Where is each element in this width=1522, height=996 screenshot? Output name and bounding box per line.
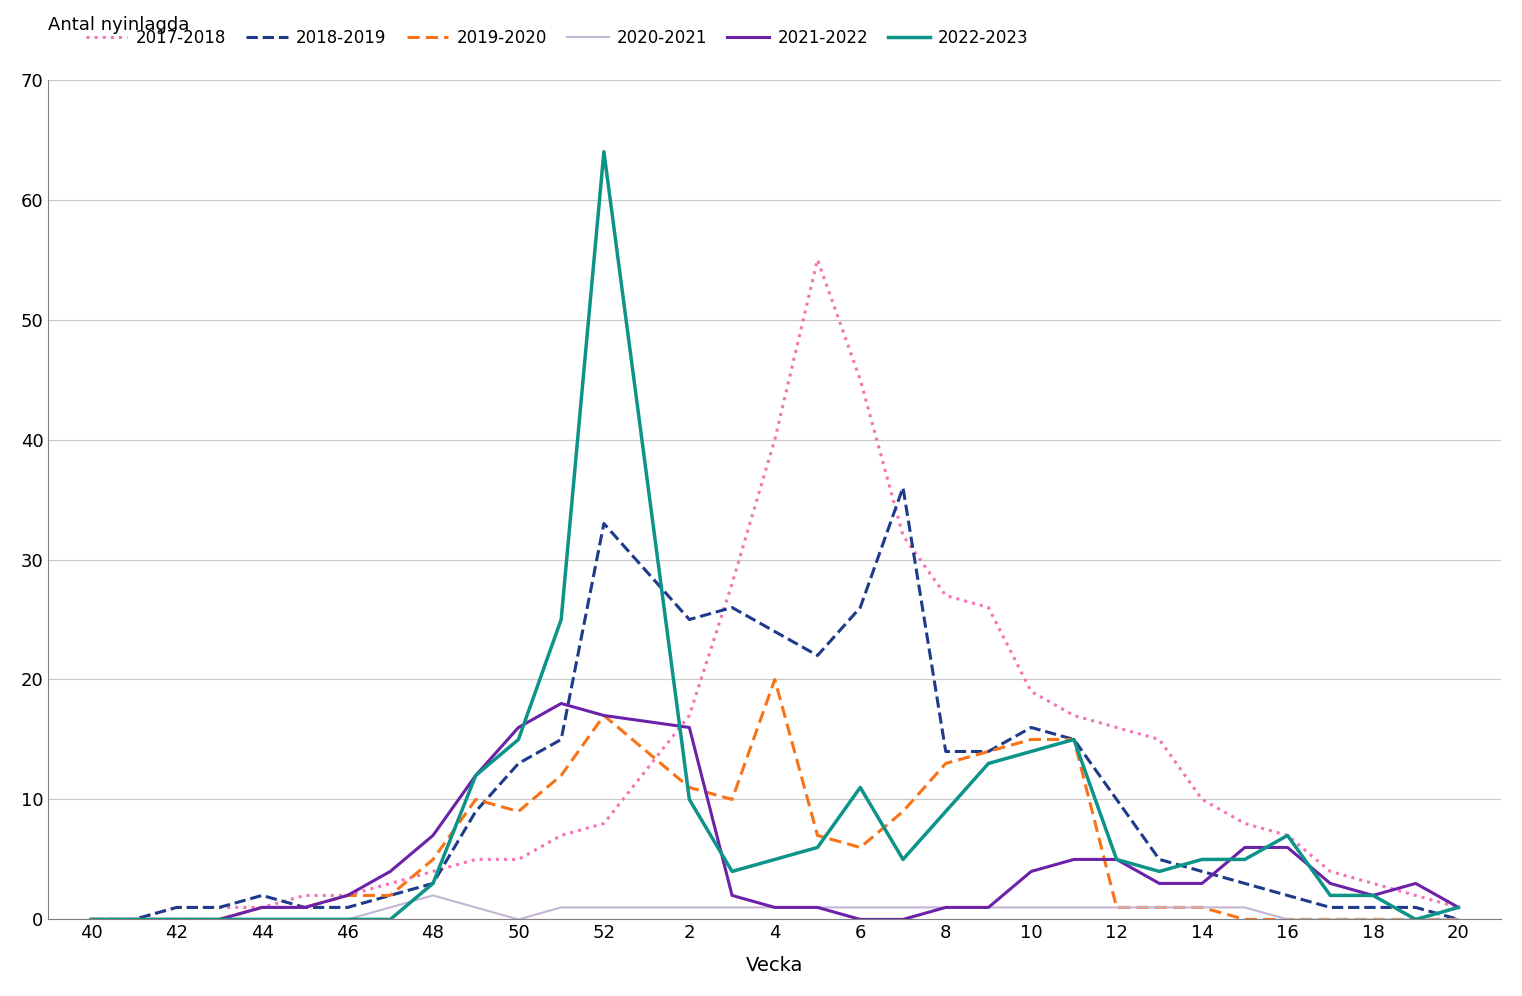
Legend: 2017-2018, 2018-2019, 2019-2020, 2020-2021, 2021-2022, 2022-2023: 2017-2018, 2018-2019, 2019-2020, 2020-20… <box>85 29 1029 47</box>
X-axis label: Vecka: Vecka <box>746 956 804 975</box>
Text: Antal nyinlagda: Antal nyinlagda <box>49 16 190 34</box>
